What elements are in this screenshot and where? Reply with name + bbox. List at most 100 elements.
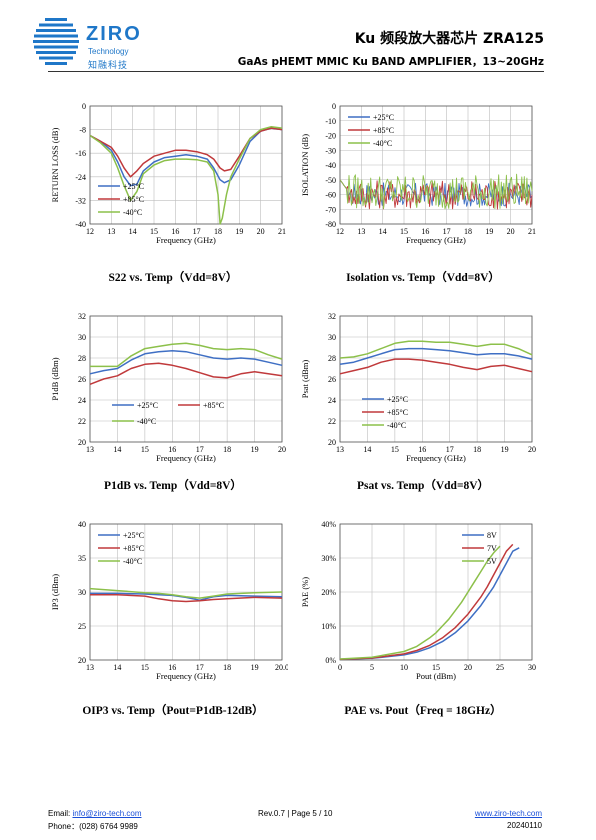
x-tick-label: 25 xyxy=(496,663,504,672)
caption-isolation: Isolation vs. Temp（Vdd=8V） xyxy=(346,272,500,284)
chart-svg-pae: 0 5 10 15 20 25 30 0% 10% 20% 30% 40% Pout (dBm) PAE … xyxy=(300,520,536,681)
legend: +25°C +85°C -40°C xyxy=(98,531,144,566)
y-tick-label: 22 xyxy=(328,417,336,426)
brand-name: ZIRO xyxy=(86,23,142,45)
plot-frame xyxy=(339,523,533,661)
legend-label: +25°C xyxy=(387,395,408,404)
x-tick-label: 17 xyxy=(193,227,201,236)
x-tick-label: 13 xyxy=(86,445,94,454)
x-tick-label: 20.0 xyxy=(275,663,288,672)
x-tick-label: 16 xyxy=(171,227,179,236)
series-line-85C xyxy=(89,127,283,178)
y-tick-label: 24 xyxy=(328,396,336,405)
y-tick-label: 20 xyxy=(78,438,86,447)
x-tick-label: 19 xyxy=(501,445,509,454)
logo-stripe xyxy=(34,45,78,49)
series-line-5V xyxy=(339,545,501,660)
y-tick-label: -10 xyxy=(325,117,336,126)
logo-stripe xyxy=(33,40,79,43)
x-tick-label: 16 xyxy=(168,663,176,672)
chart-s22: 12 13 14 15 16 17 18 19 20 21 0 -8 -16 -24 -32 -40 Frequ… xyxy=(48,100,288,255)
x-tick-label: 17 xyxy=(196,445,204,454)
series-line-25C xyxy=(339,347,533,366)
x-axis-label: Frequency (GHz) xyxy=(156,671,216,681)
x-tick-label: 12 xyxy=(86,227,94,236)
logo-stripe xyxy=(45,18,67,21)
chart-isolation: 12 13 14 15 16 17 18 19 20 21 0 -10 -20 -30 -40 -50 -60 -… xyxy=(298,100,538,255)
y-tick-label: 40 xyxy=(78,520,86,529)
x-tick-label: 12 xyxy=(336,227,344,236)
legend-label: 8V xyxy=(487,531,497,540)
y-tick-label: 26 xyxy=(78,375,86,384)
series-line-40C xyxy=(339,340,533,359)
x-tick-label: 14 xyxy=(113,445,121,454)
y-tick-label: 20 xyxy=(78,656,86,665)
y-tick-label: -20 xyxy=(325,132,336,141)
legend-label: -40°C xyxy=(123,208,142,217)
series-line-7V xyxy=(339,543,514,661)
y-tick-label: 20 xyxy=(328,438,336,447)
x-tick-label: 19 xyxy=(251,445,259,454)
caption-oip3: OIP3 vs. Temp（Pout=P1dB-12dB） xyxy=(82,705,264,717)
x-tick-label: 15 xyxy=(150,227,158,236)
chart-p1db: 13 14 15 16 17 18 19 20 20 22 24 26 28 30 32 Frequency … xyxy=(48,308,288,473)
logo-stripe xyxy=(36,29,76,32)
legend: +25°C +85°C -40°C xyxy=(362,395,408,430)
series-line-25C xyxy=(89,349,283,375)
x-tick-label: 14 xyxy=(379,227,387,236)
footer-revision: Rev.0.7 | Page 5 / 10 xyxy=(258,809,333,818)
x-axis-label: Frequency (GHz) xyxy=(156,235,216,245)
series-line-40C xyxy=(339,173,533,210)
y-tick-label: 0 xyxy=(332,102,336,111)
x-tick-label: 30 xyxy=(528,663,536,672)
y-tick-label: -24 xyxy=(75,173,86,182)
y-tick-label: 32 xyxy=(78,312,86,321)
x-tick-label: 16 xyxy=(168,445,176,454)
y-tick-label: 28 xyxy=(78,354,86,363)
x-tick-label: 14 xyxy=(363,445,371,454)
y-tick-label: 28 xyxy=(328,354,336,363)
caption-s22: S22 vs. Temp（Vdd=8V） xyxy=(108,272,238,284)
y-tick-label: -16 xyxy=(75,149,86,158)
logo-stripe xyxy=(39,23,73,27)
x-tick-label: 16 xyxy=(418,445,426,454)
y-tick-label: 30 xyxy=(78,333,86,342)
legend-label: +85°C xyxy=(387,408,408,417)
y-tick-label: 26 xyxy=(328,375,336,384)
y-axis-label: P1dB (dBm) xyxy=(50,357,60,400)
website-link[interactable]: www.ziro-tech.com xyxy=(474,809,542,818)
x-tick-label: 15 xyxy=(141,663,149,672)
legend-label: +25°C xyxy=(137,401,158,410)
legend-label: -40°C xyxy=(123,557,142,566)
caption-pae: PAE vs. Pout（Freq = 18GHz） xyxy=(344,705,502,717)
legend-label: +25°C xyxy=(123,182,144,191)
legend: +25°C +85°C -40°C xyxy=(98,182,144,217)
x-tick-label: 20 xyxy=(507,227,515,236)
series-line-85C xyxy=(90,593,283,603)
legend-label: 5V xyxy=(487,557,497,566)
y-tick-label: 20% xyxy=(321,588,336,597)
chart-pae: 0 5 10 15 20 25 30 0% 10% 20% 30% 40% Pout (dBm) PAE … xyxy=(298,516,538,691)
email-label: Email: xyxy=(48,809,71,818)
logo-stripe xyxy=(34,34,78,38)
x-tick-label: 18 xyxy=(223,663,231,672)
legend-label: +85°C xyxy=(123,544,144,553)
x-tick-label: 21 xyxy=(278,227,286,236)
chart-svg-psat: 13 14 15 16 17 18 19 20 20 22 24 26 28 30 32 Frequency … xyxy=(300,312,536,463)
y-axis-label: RETURN LOSS (dB) xyxy=(50,128,60,203)
x-tick-label: 20 xyxy=(464,663,472,672)
x-tick-label: 0 xyxy=(338,663,342,672)
chart-svg-p1db: 13 14 15 16 17 18 19 20 20 22 24 26 28 30 32 Frequency … xyxy=(50,312,286,463)
y-tick-label: 35 xyxy=(78,554,86,563)
y-tick-label: 0% xyxy=(325,656,336,665)
x-tick-label: 19 xyxy=(235,227,243,236)
brand-subtitle: Technology xyxy=(88,47,128,56)
x-tick-label: 13 xyxy=(336,445,344,454)
x-tick-label: 17 xyxy=(196,663,204,672)
brand-chinese: 知融科技 xyxy=(88,59,128,71)
x-axis-label: Frequency (GHz) xyxy=(156,453,216,463)
series-line-40C xyxy=(90,342,283,368)
email-link[interactable]: info@ziro-tech.com xyxy=(72,809,142,818)
caption-psat: Psat vs. Temp（Vdd=8V） xyxy=(356,480,490,492)
x-tick-label: 18 xyxy=(473,445,481,454)
